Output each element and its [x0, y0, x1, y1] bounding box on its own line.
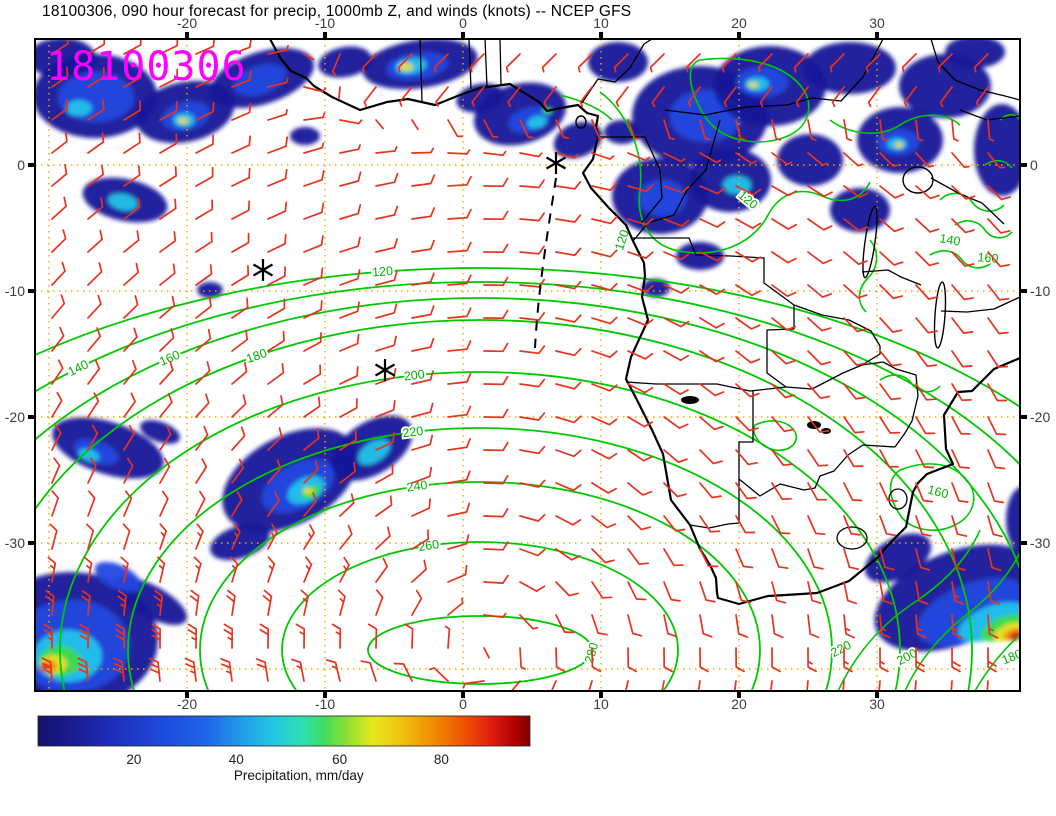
- contour-label: 180: [245, 346, 269, 366]
- storm-markers: [252, 152, 567, 381]
- contour-label: 220: [402, 424, 424, 440]
- colorbar-tick-label: 60: [332, 752, 347, 767]
- axis-tick-label: 0: [459, 696, 467, 712]
- storm-track-dashed-line: [534, 177, 557, 349]
- axis-tick-label: -10: [1030, 283, 1050, 299]
- contour-label: 160: [977, 250, 999, 266]
- axis-tick-label: -10: [315, 696, 335, 712]
- terrain-contour-squiggles: [559, 57, 1020, 691]
- lake-tanganyika: [862, 205, 878, 279]
- timestamp-stamp: 18100306: [46, 44, 247, 90]
- axis-tick-label: -10: [315, 15, 335, 31]
- axis-tick-label: 30: [869, 15, 885, 31]
- map-frame-axes: -20 -20 -10 -10 0 0 10 10 20 20 30 30 0 0 -10 -10 -20 -20…: [5, 15, 1051, 712]
- axis-tick-label: -20: [5, 409, 25, 425]
- axis-tick-label: 20: [731, 696, 747, 712]
- colorbar-tick-label: 20: [126, 752, 141, 767]
- axis-tick-label: 0: [1030, 157, 1038, 173]
- bioko-island: [575, 115, 587, 129]
- contour-label: 140: [939, 231, 962, 248]
- colorbar-gradient: [37, 715, 531, 747]
- contour-label: 140: [66, 357, 91, 379]
- contour-label: 120: [372, 264, 394, 280]
- eswatini-border: [888, 488, 908, 510]
- wind-barbs-layer: [41, 39, 1011, 691]
- colorbar: 20 40 60 80 Precipitation, mm/day: [37, 715, 531, 783]
- etosha-pan: [681, 396, 699, 404]
- lake-victoria: [902, 166, 934, 194]
- axis-tick-label: 10: [593, 696, 609, 712]
- axis-tick-label: 0: [459, 15, 467, 31]
- storm-asterisk: [374, 359, 396, 381]
- africa-coastline: [269, 39, 1020, 606]
- colorbar-tick-label: 80: [434, 752, 449, 767]
- lake-malawi: [933, 281, 947, 349]
- axis-tick-label: -20: [177, 15, 197, 31]
- contour-label: 160: [926, 483, 950, 502]
- axis-tick-label: 0: [17, 157, 25, 173]
- axis-tick-label: -30: [1030, 535, 1050, 551]
- contour-label: 200: [403, 367, 425, 383]
- wind-barbs: [41, 39, 1011, 691]
- axis-tick-label: -30: [5, 535, 25, 551]
- storm-asterisk: [252, 259, 274, 281]
- axis-tick-label: 10: [593, 15, 609, 31]
- figure-title: 18100306, 090 hour forecast for precip, …: [42, 3, 632, 20]
- storm-asterisk: [545, 152, 567, 174]
- lesotho-border: [836, 526, 868, 550]
- colorbar-caption: Precipitation, mm/day: [234, 768, 364, 783]
- axis-tick-label: -20: [1030, 409, 1050, 425]
- axis-tick-label: -20: [177, 696, 197, 712]
- contour-label: 260: [417, 537, 440, 554]
- axis-tick-label: -10: [5, 283, 25, 299]
- country-borders: [419, 39, 1020, 529]
- axis-tick-label: 30: [869, 696, 885, 712]
- colorbar-tick-label: 40: [229, 752, 244, 767]
- contour-label: 240: [406, 478, 429, 495]
- precipitation-shading: [35, 39, 1020, 691]
- axis-tick-label: 20: [731, 15, 747, 31]
- latlon-grid: [35, 39, 1020, 691]
